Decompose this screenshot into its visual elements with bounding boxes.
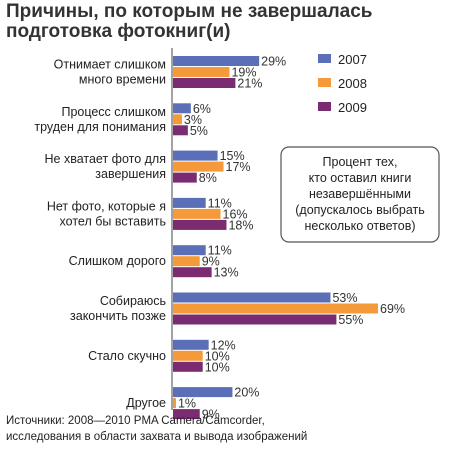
chart-title: Причины, по которым не завершалась подго… [6, 1, 373, 42]
value-label: 18% [228, 218, 253, 232]
bar-2009 [173, 314, 337, 325]
value-label: 21% [237, 77, 262, 91]
value-label: 55% [338, 313, 363, 327]
value-label: 53% [332, 291, 357, 305]
bar-2009 [173, 78, 236, 88]
bar-2008 [173, 350, 203, 361]
category-label: Нет фото, которые я хотел бы вставить [47, 199, 166, 228]
bar-2007 [173, 387, 233, 398]
bar-2007 [173, 150, 218, 161]
value-label: 19% [231, 66, 256, 80]
category-label: Слишком дорого [69, 254, 166, 268]
bar-2007 [173, 197, 206, 208]
value-label: 6% [193, 102, 211, 116]
value-label: 15% [220, 149, 245, 163]
bar-2009 [173, 125, 188, 136]
category-label: Стало скучно [88, 349, 166, 363]
note-box [280, 146, 440, 243]
value-label: 69% [380, 302, 405, 316]
category-label: Процесс слишком труден для понимания [34, 105, 166, 134]
bar-2008 [173, 303, 378, 314]
bar-2009 [173, 267, 212, 278]
value-label: 11% [208, 244, 232, 258]
bar-2007 [173, 292, 331, 303]
bar-2007 [173, 339, 209, 350]
value-label: 10% [205, 349, 230, 363]
value-label: 13% [214, 266, 239, 280]
bar-2007 [173, 245, 206, 256]
category-label: Другое [126, 396, 166, 410]
legend-label: 2007 [338, 52, 367, 67]
legend-swatch-2009 [318, 102, 331, 111]
bar-2008 [173, 398, 176, 409]
category-label: Собираюсь закончить позже [70, 294, 166, 323]
legend-swatch-2007 [318, 54, 331, 63]
value-label: 9% [202, 408, 220, 422]
source-note: Источники: 2008—2010 PMA Camera/Camcorde… [6, 415, 308, 443]
category-label: Не хватает фото для завершения [45, 152, 166, 181]
value-label: 29% [261, 55, 286, 69]
bar-2008 [173, 114, 182, 125]
category-label: Отнимает слишком много времени [54, 58, 166, 87]
bar-2009 [173, 172, 197, 183]
bar-2009 [173, 361, 203, 372]
note-text: Процент тех, кто оставил книги незавершённ… [295, 155, 425, 233]
bar-2007 [173, 56, 260, 66]
bar-2007 [173, 103, 191, 114]
bar-2009 [173, 409, 200, 420]
bar-2009 [173, 219, 227, 230]
bar-2008 [173, 161, 224, 172]
value-label: 11% [208, 196, 232, 210]
bar-2008 [173, 208, 221, 219]
value-label: 9% [202, 255, 220, 269]
legend-label: 2009 [338, 100, 367, 115]
value-label: 16% [223, 207, 248, 221]
value-label: 10% [205, 360, 230, 374]
value-label: 8% [199, 171, 217, 185]
value-label: 3% [184, 113, 202, 127]
value-label: 12% [211, 338, 236, 352]
value-label: 17% [226, 160, 251, 174]
legend-swatch-2008 [318, 78, 331, 87]
value-label: 5% [190, 124, 208, 138]
legend-label: 2008 [338, 76, 367, 91]
bar-2008 [173, 67, 230, 77]
value-label: 20% [234, 386, 259, 400]
bar-2008 [173, 256, 200, 267]
value-label: 1% [178, 397, 196, 411]
